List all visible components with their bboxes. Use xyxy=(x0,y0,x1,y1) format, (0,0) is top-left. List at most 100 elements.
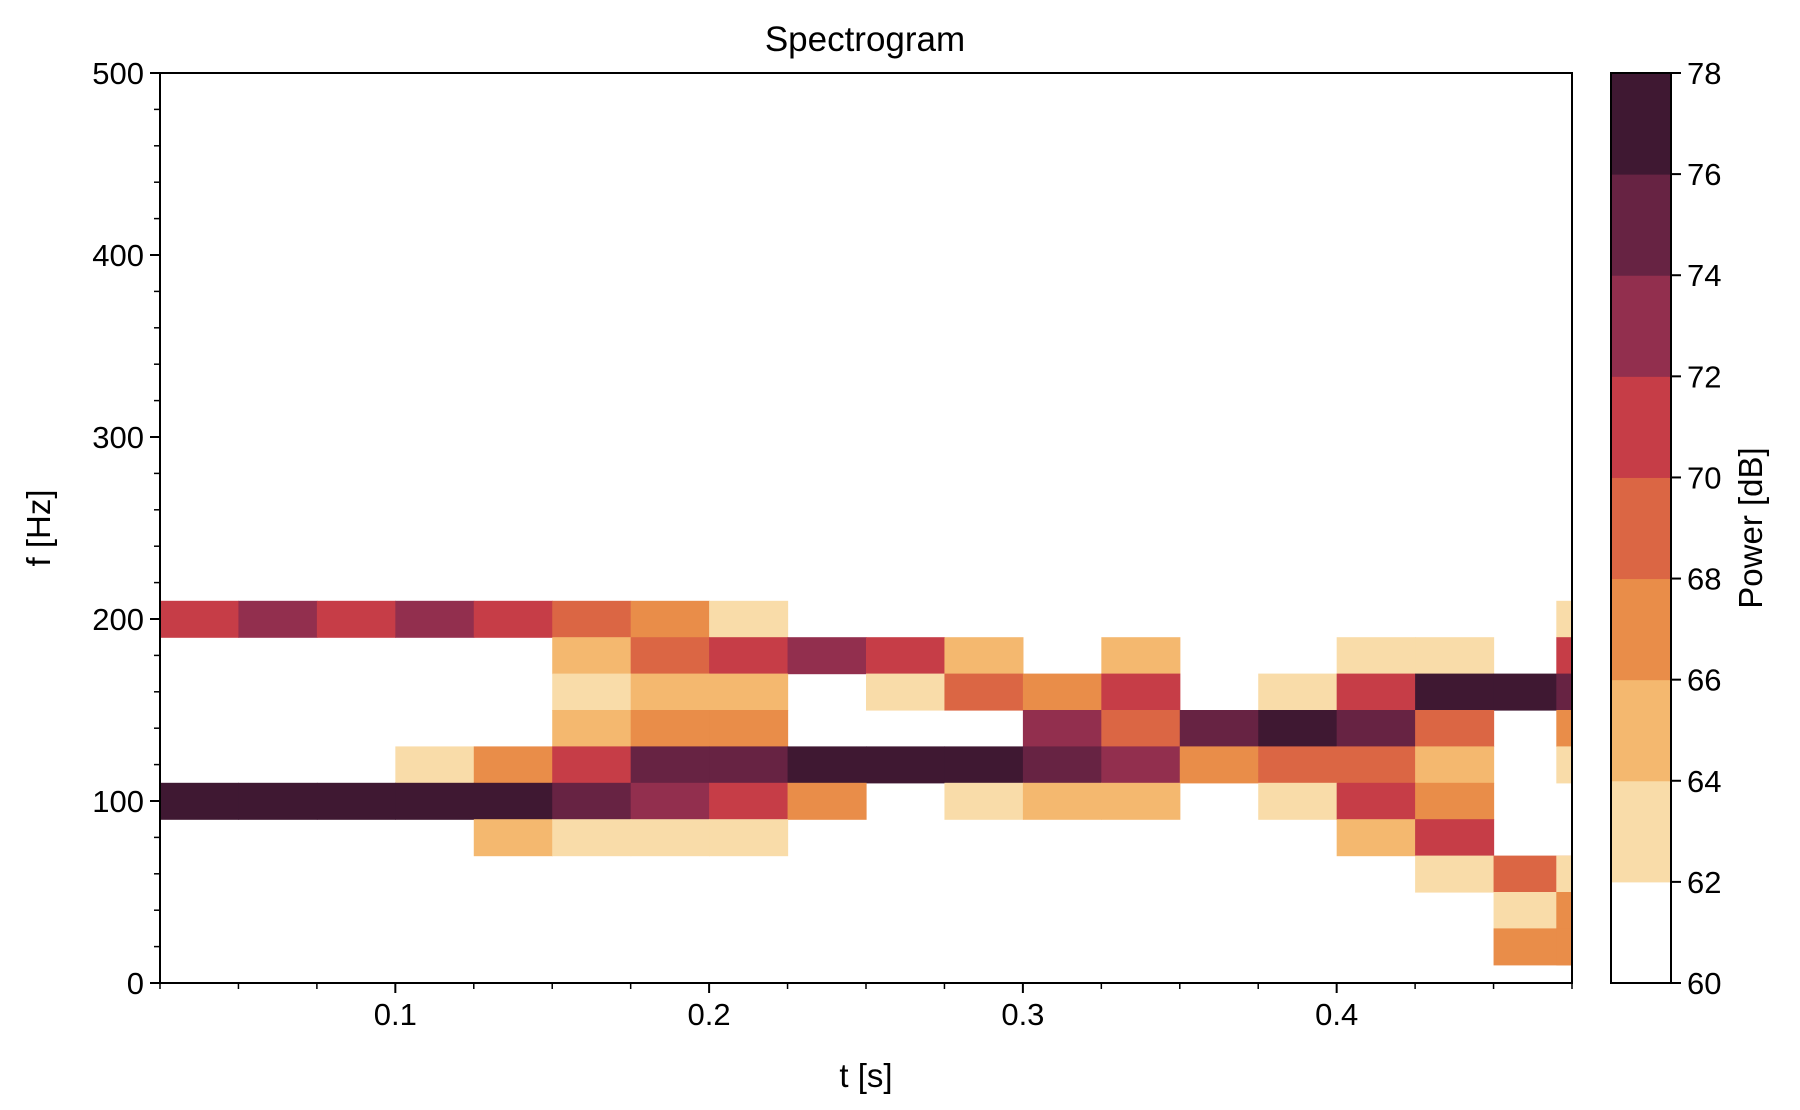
heatmap-cell xyxy=(552,600,632,638)
heatmap-cell xyxy=(709,637,789,675)
heatmap-cell xyxy=(316,600,396,638)
heatmap-edge-cell xyxy=(1556,710,1573,747)
y-tick-label: 300 xyxy=(92,420,144,455)
heatmap-cell xyxy=(552,819,632,857)
heatmap-cell xyxy=(473,819,553,857)
heatmap-cell xyxy=(1258,710,1338,747)
heatmap-cell xyxy=(1336,782,1416,820)
heatmap-cell xyxy=(473,600,553,638)
heatmap-cell xyxy=(1415,855,1495,893)
heatmap-cell xyxy=(866,637,946,675)
heatmap-cell xyxy=(1101,673,1181,711)
heatmap-cell xyxy=(1336,746,1416,784)
heatmap-cell xyxy=(866,673,946,711)
heatmap-cell xyxy=(552,782,632,820)
y-tick-label: 500 xyxy=(92,56,144,91)
heatmap-cell xyxy=(944,782,1024,820)
colorbar-tick-label: 66 xyxy=(1687,663,1721,698)
colorbar-tick-label: 60 xyxy=(1687,966,1721,1001)
chart-title: Spectrogram xyxy=(765,20,965,59)
colorbar-tick-label: 62 xyxy=(1687,865,1721,900)
x-tick-label: 0.2 xyxy=(688,997,731,1032)
heatmap-cell xyxy=(552,710,632,747)
heatmap-cell xyxy=(1179,710,1259,747)
heatmap-cell xyxy=(630,637,710,675)
heatmap-cell xyxy=(944,673,1024,711)
heatmap-cell xyxy=(1336,673,1416,711)
colorbar-tick-label: 72 xyxy=(1687,359,1721,394)
heatmap-cell xyxy=(395,600,475,638)
heatmap-cell xyxy=(787,782,867,820)
heatmap-cell xyxy=(1415,637,1495,675)
heatmap-edge-cell xyxy=(1556,637,1573,675)
y-tick-label: 200 xyxy=(92,602,144,637)
heatmap-cell xyxy=(1336,637,1416,675)
heatmap-cell xyxy=(473,782,553,820)
y-axis-ticks: 0 100 200 300 400 500 xyxy=(92,56,160,1001)
heatmap-cell xyxy=(630,600,710,638)
heatmap-cell xyxy=(630,782,710,820)
y-tick-label: 100 xyxy=(92,784,144,819)
heatmap-cell xyxy=(630,710,710,747)
heatmap-cell xyxy=(630,673,710,711)
heatmap-cell xyxy=(316,782,396,820)
heatmap-cell xyxy=(787,746,867,784)
colorbar-levels xyxy=(1611,73,1671,984)
heatmap-cell xyxy=(1415,746,1495,784)
heatmap-edge-cell xyxy=(1556,928,1573,966)
heatmap-cell xyxy=(709,600,789,638)
heatmap-cell xyxy=(630,746,710,784)
heatmap-cell xyxy=(1336,710,1416,747)
x-axis-label: t [s] xyxy=(839,1057,892,1094)
colorbar-frame xyxy=(1610,72,1672,984)
heatmap-cell xyxy=(1415,819,1495,857)
colorbar-label: Power [dB] xyxy=(1732,447,1769,608)
heatmap-cell xyxy=(787,637,867,675)
heatmap-cell xyxy=(1258,673,1338,711)
heatmap-edge-cell xyxy=(1556,892,1573,929)
heatmap-cell xyxy=(709,782,789,820)
y-tick-label: 0 xyxy=(127,966,144,1001)
heatmap-cell xyxy=(160,600,240,638)
colorbar-level xyxy=(1611,174,1671,276)
colorbar-tick-label: 70 xyxy=(1687,460,1721,495)
heatmap-cell xyxy=(1022,782,1102,820)
heatmap-cell xyxy=(238,600,318,638)
heatmap-cell xyxy=(709,819,789,857)
heatmap-cell xyxy=(1101,746,1181,784)
heatmap-cell xyxy=(944,637,1024,675)
heatmap-cell xyxy=(1022,746,1102,784)
heatmap-cell xyxy=(1101,637,1181,675)
heatmap-cell xyxy=(552,673,632,711)
heatmap-edge-cell xyxy=(1556,746,1573,784)
heatmap-cell xyxy=(1415,782,1495,820)
heatmap-cell xyxy=(473,746,553,784)
heatmap-cell xyxy=(709,710,789,747)
heatmap-cell xyxy=(1336,819,1416,857)
colorbar-tick-label: 74 xyxy=(1687,258,1721,293)
colorbar-level xyxy=(1611,881,1671,984)
heatmap-cell xyxy=(1258,782,1338,820)
heatmap-cell xyxy=(1179,746,1259,784)
x-axis-ticks: 0.1 0.2 0.3 0.4 xyxy=(159,983,1573,1032)
x-tick-label: 0.1 xyxy=(374,997,417,1032)
colorbar-tick-label: 68 xyxy=(1687,562,1721,597)
colorbar-tick-label: 78 xyxy=(1687,56,1721,91)
heatmap-edge-cell xyxy=(1556,673,1573,711)
heatmap-cell xyxy=(709,746,789,784)
colorbar-level xyxy=(1611,780,1671,883)
heatmap-cell xyxy=(1022,673,1102,711)
y-tick-label: 400 xyxy=(92,238,144,273)
colorbar-ticks: 60 62 64 66 68 70 72 74 76 78 xyxy=(1671,56,1721,1001)
colorbar-level xyxy=(1611,73,1671,175)
heatmap-cells xyxy=(160,600,1573,966)
colorbar-level xyxy=(1611,275,1671,377)
heatmap-cell xyxy=(552,746,632,784)
x-tick-label: 0.3 xyxy=(1001,997,1044,1032)
heatmap-cell xyxy=(1101,710,1181,747)
heatmap-edge-cell xyxy=(1556,600,1573,638)
heatmap-cell xyxy=(238,782,318,820)
y-axis-label: f [Hz] xyxy=(20,489,57,566)
heatmap-edge-cell xyxy=(1556,855,1573,893)
